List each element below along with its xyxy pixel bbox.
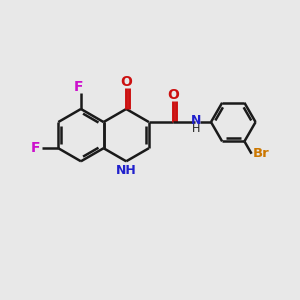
Text: Br: Br xyxy=(253,147,270,160)
Text: F: F xyxy=(74,80,84,94)
Text: N: N xyxy=(191,114,201,127)
Text: NH: NH xyxy=(116,164,136,177)
Text: H: H xyxy=(192,124,200,134)
Text: F: F xyxy=(31,141,40,155)
Text: O: O xyxy=(167,88,179,102)
Text: O: O xyxy=(120,75,132,89)
